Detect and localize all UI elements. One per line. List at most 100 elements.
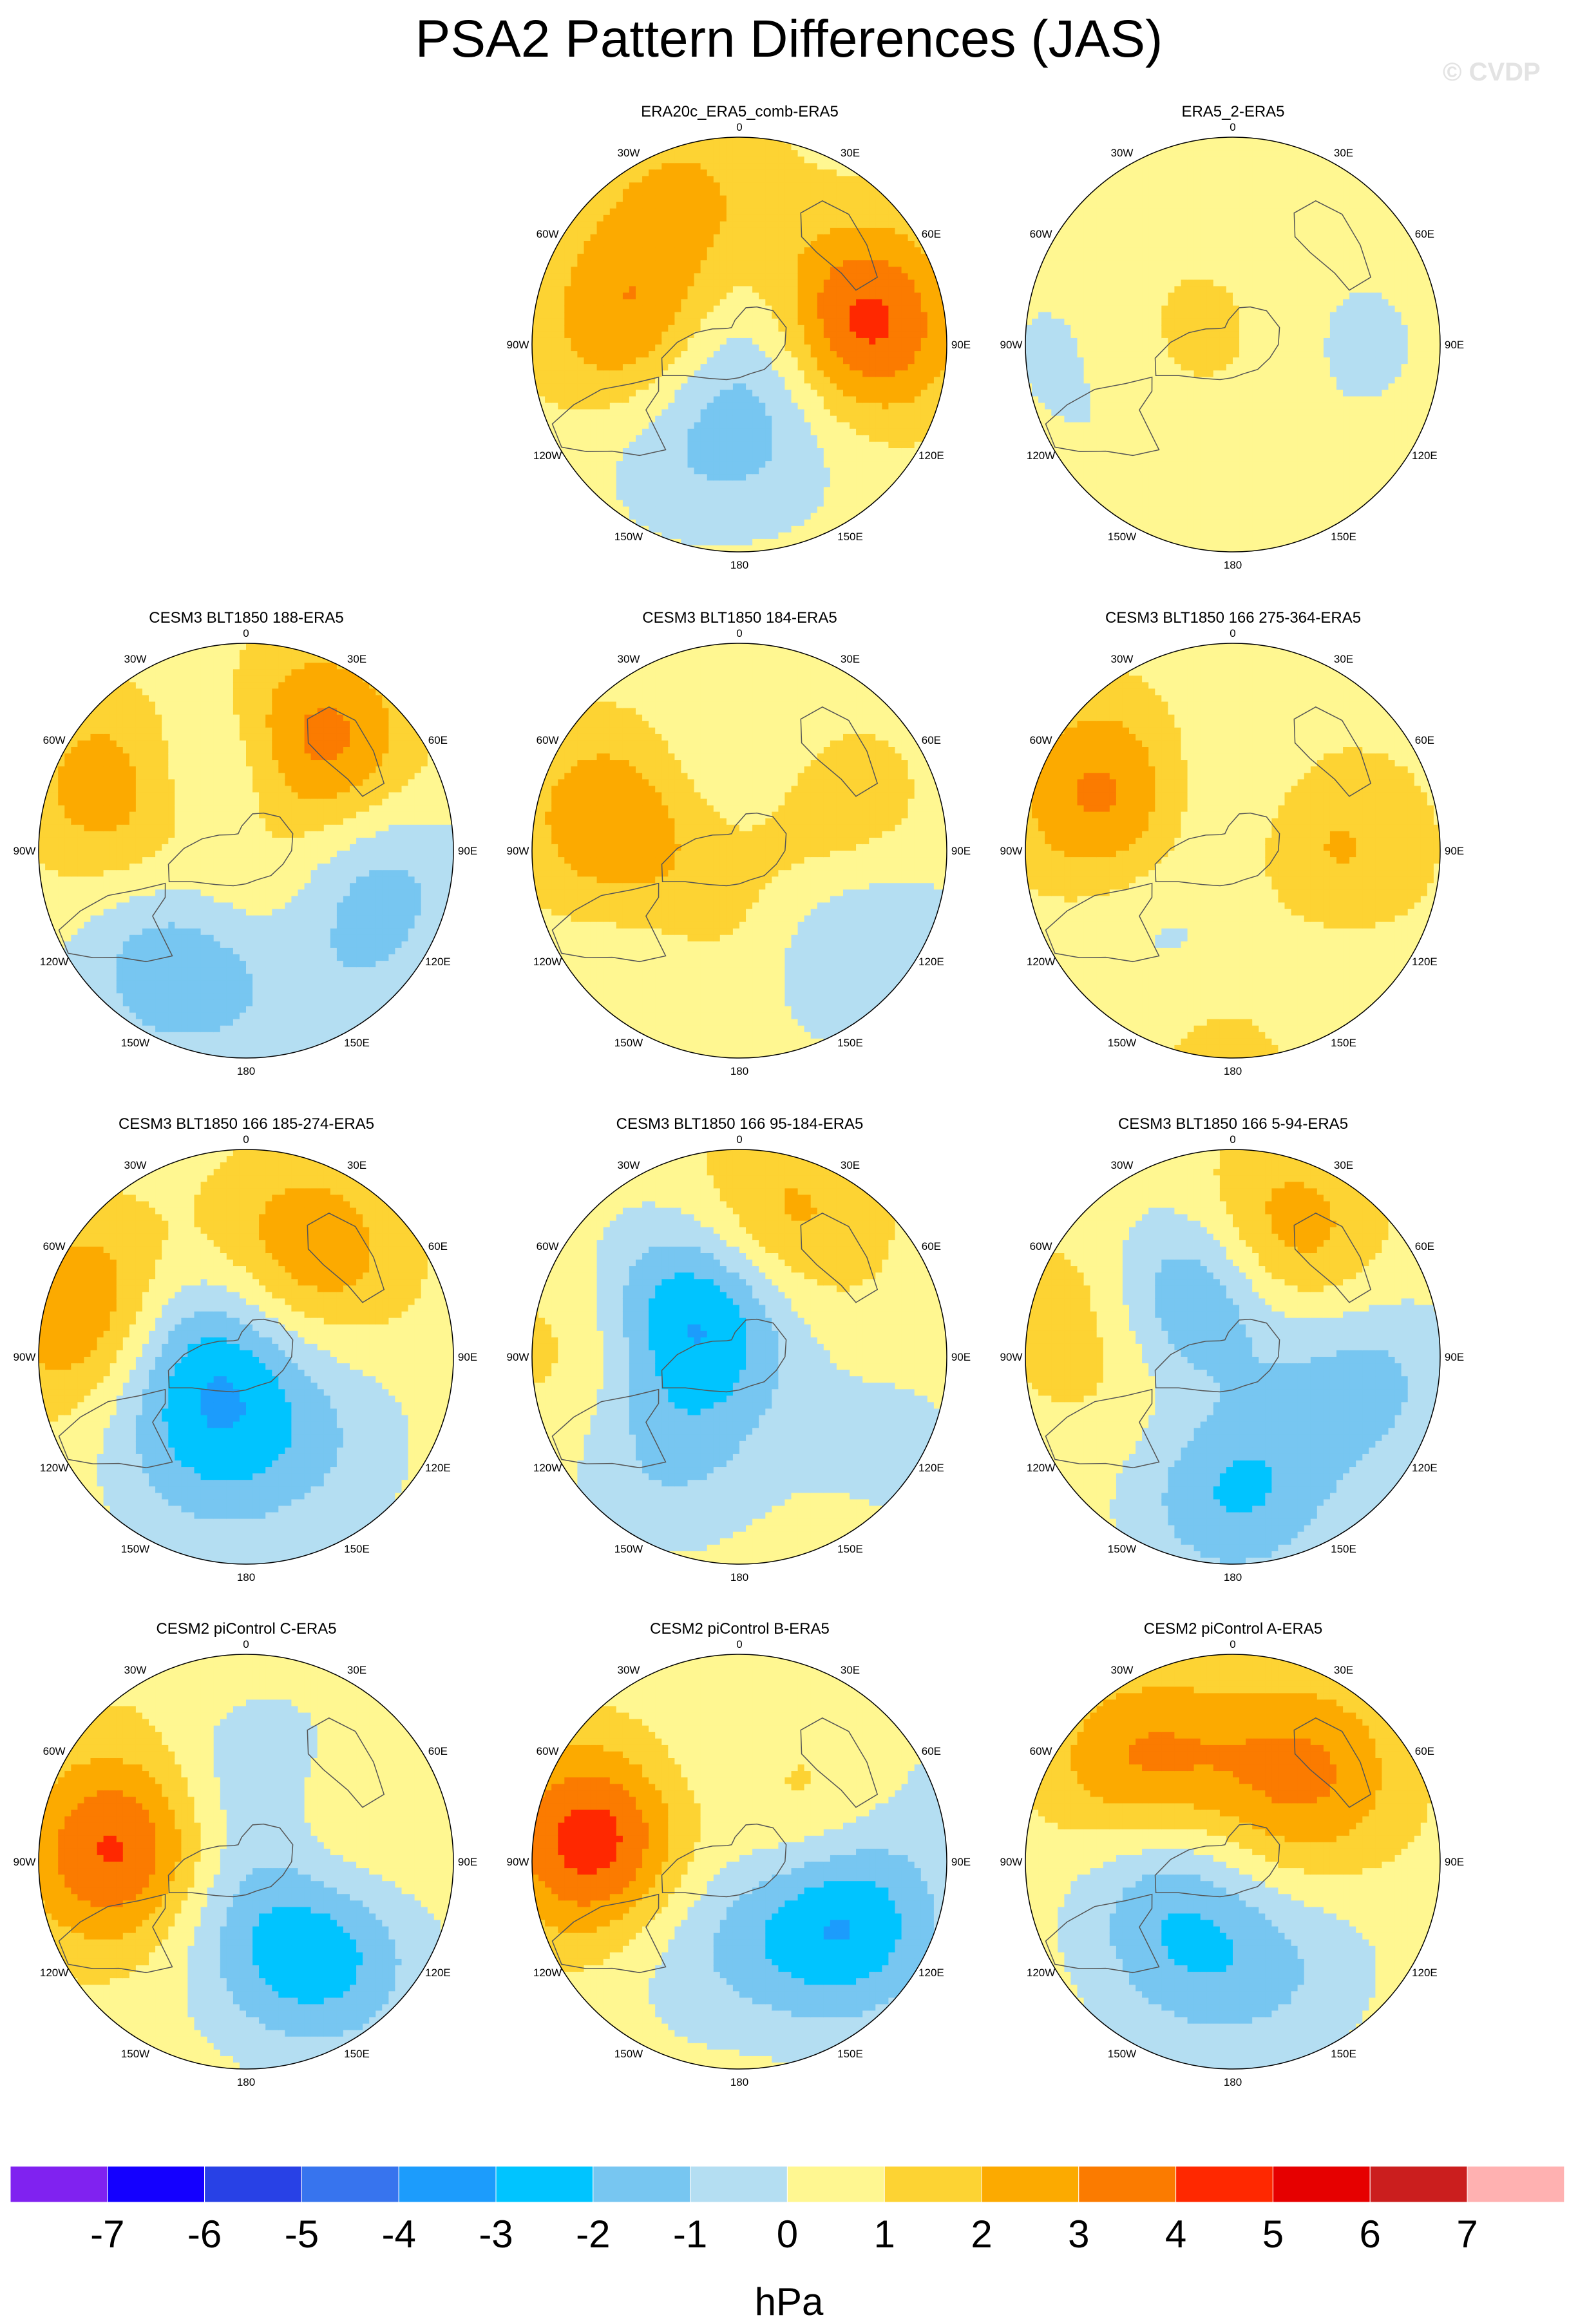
field-cell bbox=[778, 390, 785, 397]
field-cell bbox=[1084, 442, 1091, 449]
field-cell bbox=[1188, 273, 1195, 280]
field-cell bbox=[1213, 345, 1221, 352]
field-cell bbox=[1129, 480, 1136, 487]
field-cell bbox=[908, 325, 915, 332]
field-cell bbox=[668, 480, 675, 487]
field-cell bbox=[1110, 254, 1117, 261]
field-cell bbox=[824, 196, 831, 203]
field-cell bbox=[1097, 442, 1104, 449]
field-cell bbox=[604, 442, 611, 449]
field-cell bbox=[584, 279, 591, 287]
field-cell bbox=[752, 539, 759, 546]
field-cell bbox=[701, 241, 708, 248]
field-cell bbox=[584, 416, 591, 423]
field-cell bbox=[792, 500, 799, 507]
field-cell bbox=[1038, 306, 1045, 313]
field-cell bbox=[1103, 254, 1110, 261]
field-cell bbox=[1168, 228, 1175, 235]
field-cell bbox=[532, 345, 539, 352]
field-cell bbox=[869, 209, 876, 216]
field-cell bbox=[1213, 416, 1221, 423]
field-cell bbox=[720, 442, 727, 449]
field-cell bbox=[746, 241, 753, 248]
field-cell bbox=[577, 286, 584, 293]
field-cell bbox=[1188, 169, 1195, 176]
field-cell bbox=[1058, 345, 1065, 352]
field-cell bbox=[792, 293, 799, 300]
field-cell bbox=[577, 306, 584, 313]
field-cell bbox=[869, 299, 876, 307]
field-cell bbox=[616, 319, 623, 326]
field-cell bbox=[1181, 357, 1188, 364]
field-cell bbox=[577, 468, 584, 475]
field-cell bbox=[616, 468, 623, 475]
field-cell bbox=[1129, 461, 1136, 468]
field-cell bbox=[1129, 299, 1136, 307]
field-cell bbox=[604, 215, 611, 222]
field-cell bbox=[1161, 189, 1168, 196]
field-cell bbox=[1213, 397, 1221, 404]
field-cell bbox=[752, 144, 759, 151]
field-cell bbox=[597, 293, 604, 300]
field-cell bbox=[727, 397, 734, 404]
field-cell bbox=[1142, 234, 1149, 241]
field-cell bbox=[908, 377, 915, 384]
field-cell bbox=[804, 345, 812, 352]
field-cell bbox=[1194, 390, 1201, 397]
field-cell bbox=[694, 247, 701, 254]
field-cell bbox=[707, 364, 714, 371]
field-cell bbox=[1064, 410, 1071, 417]
field-cell bbox=[1174, 435, 1181, 442]
lon-label: 90E bbox=[951, 339, 971, 351]
field-cell bbox=[707, 493, 714, 500]
field-cell bbox=[856, 196, 863, 203]
field-cell bbox=[733, 279, 740, 287]
field-cell bbox=[661, 209, 669, 216]
field-cell bbox=[895, 222, 902, 229]
field-cell bbox=[1058, 435, 1065, 442]
field-cell bbox=[610, 254, 617, 261]
field-cell bbox=[597, 377, 604, 384]
field-cell bbox=[674, 507, 681, 514]
field-cell bbox=[1038, 273, 1045, 280]
field-cell bbox=[1136, 383, 1143, 390]
field-cell bbox=[1168, 429, 1175, 436]
field-cell bbox=[1168, 332, 1175, 339]
field-cell bbox=[681, 513, 688, 520]
field-cell bbox=[1103, 416, 1110, 423]
field-cell bbox=[817, 234, 824, 241]
field-cell bbox=[792, 345, 799, 352]
field-cell bbox=[1123, 435, 1130, 442]
field-cell bbox=[875, 416, 882, 423]
field-cell bbox=[772, 222, 779, 229]
field-cell bbox=[1155, 474, 1162, 481]
field-cell bbox=[792, 169, 799, 176]
field-cell bbox=[1084, 377, 1091, 384]
field-cell bbox=[629, 416, 636, 423]
field-cell bbox=[1070, 364, 1078, 371]
field-cell bbox=[591, 332, 598, 339]
field-cell bbox=[727, 410, 734, 417]
field-cell bbox=[571, 312, 578, 319]
field-cell bbox=[668, 448, 675, 455]
field-cell bbox=[1174, 507, 1181, 514]
field-cell bbox=[1207, 364, 1214, 371]
field-cell bbox=[727, 429, 734, 436]
field-cell bbox=[1078, 228, 1085, 235]
field-cell bbox=[1213, 520, 1221, 527]
field-cell bbox=[649, 474, 656, 481]
field-cell bbox=[1123, 228, 1130, 235]
field-cell bbox=[759, 520, 766, 527]
field-cell bbox=[792, 228, 799, 235]
field-cell bbox=[642, 169, 649, 176]
field-cell bbox=[869, 455, 876, 462]
field-cell bbox=[830, 507, 837, 514]
field-cell bbox=[869, 383, 876, 390]
field-cell bbox=[837, 422, 844, 430]
field-cell bbox=[811, 338, 818, 345]
field-cell bbox=[661, 202, 669, 209]
field-cell bbox=[623, 390, 630, 397]
field-cell bbox=[733, 196, 740, 203]
field-cell bbox=[701, 383, 708, 390]
field-cell bbox=[1090, 370, 1098, 377]
